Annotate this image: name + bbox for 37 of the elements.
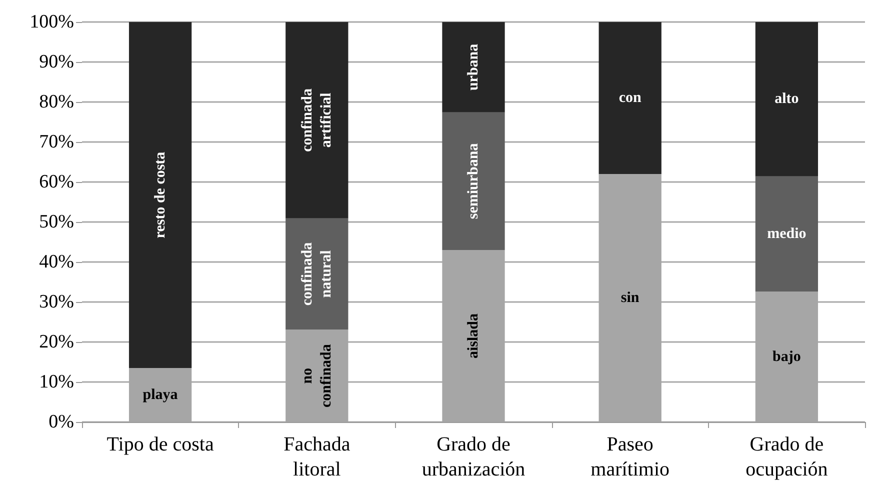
x-tick-label: Fachada litoral: [284, 434, 350, 480]
y-tick-label: 20%: [39, 332, 74, 352]
data-label: con: [618, 90, 642, 106]
bar: [286, 218, 348, 330]
y-tick-label: 80%: [39, 92, 74, 112]
bar: [598, 22, 662, 174]
y-tick-label: 100%: [30, 12, 74, 32]
data-label: semiurbana: [466, 142, 482, 220]
data-label: bajo: [772, 348, 801, 365]
y-tick-label: 50%: [39, 212, 74, 232]
data-label: aislada: [466, 312, 482, 359]
y-tick-label: 10%: [39, 372, 74, 392]
bar: [286, 22, 348, 218]
y-tick-label: 40%: [39, 252, 74, 272]
data-label: alto: [774, 91, 799, 108]
data-label: confinada natural: [299, 242, 334, 306]
data-label: playa: [142, 387, 178, 403]
bar: [442, 22, 505, 112]
bar: [128, 22, 192, 368]
x-tick-label: Paseo marítimio: [590, 434, 670, 480]
data-label: confinada artificial: [299, 88, 334, 152]
x-tick-label: Grado de ocupación: [746, 434, 828, 480]
data-label: medio: [767, 226, 806, 242]
x-tick-label: Grado de urbanización: [422, 434, 526, 480]
y-tick-label: 60%: [39, 172, 74, 192]
bar: [755, 176, 818, 292]
x-tick-label: Tipo de costa: [106, 434, 214, 456]
bar: [442, 112, 505, 250]
data-label: resto de costa: [152, 151, 168, 238]
bar: [755, 22, 818, 176]
data-label: sin: [620, 290, 640, 306]
data-label: urbana: [466, 43, 482, 91]
y-tick-label: 70%: [39, 132, 74, 152]
y-tick-label: 0%: [48, 412, 74, 432]
y-tick-label: 30%: [39, 292, 74, 312]
y-tick-label: 90%: [39, 52, 74, 72]
data-label: no confinada: [299, 344, 334, 408]
